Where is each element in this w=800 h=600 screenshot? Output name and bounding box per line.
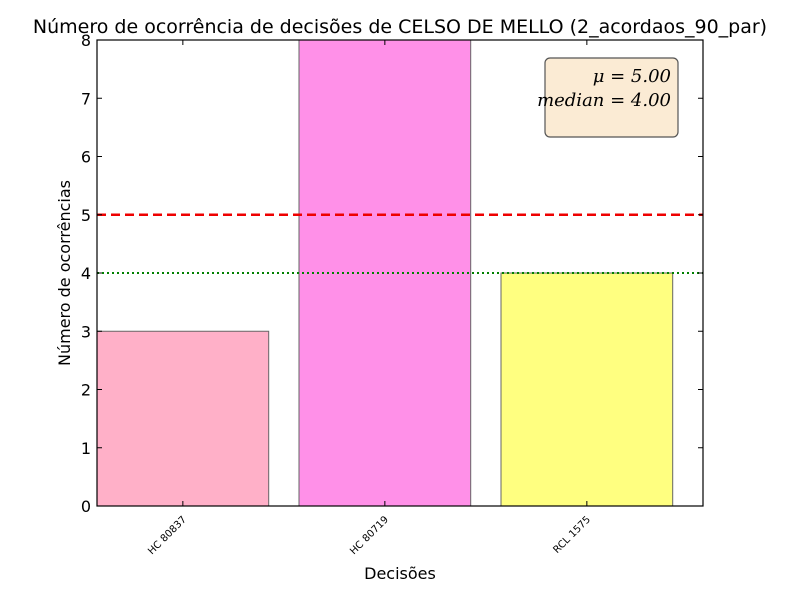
y-tick-label: 5	[81, 206, 91, 225]
chart-title: Número de ocorrência de decisões de CELS…	[33, 16, 767, 38]
stats-mean-text: μ = 5.00	[593, 66, 671, 87]
y-tick-label: 8	[81, 31, 91, 50]
y-tick-label: 6	[81, 148, 91, 167]
x-axis-label: Decisões	[364, 564, 436, 583]
stats-median-text: median = 4.00	[537, 90, 671, 111]
bar-hc-80719	[298, 39, 472, 507]
x-tick-label: HC 80837	[146, 514, 189, 557]
y-axis-label: Número de ocorrências	[55, 180, 74, 366]
bar-hc-80837	[96, 330, 270, 507]
y-tick-label: 7	[81, 89, 91, 108]
stats-box: μ = 5.00 median = 4.00	[537, 57, 679, 138]
x-tick-label: RCL 1575	[552, 514, 593, 555]
y-tick-label: 3	[81, 322, 91, 341]
bar-rcl-1575	[500, 272, 674, 507]
y-tick-label: 2	[81, 381, 91, 400]
y-axis: 0 1 2 3 4 5 6 7 8	[81, 31, 703, 516]
stats-box-frame	[544, 57, 679, 138]
bars-group	[96, 39, 674, 507]
x-tick-label: HC 80719	[348, 514, 391, 557]
y-tick-label: 1	[81, 439, 91, 458]
y-tick-label: 4	[81, 264, 91, 283]
y-tick-label: 0	[81, 497, 91, 516]
